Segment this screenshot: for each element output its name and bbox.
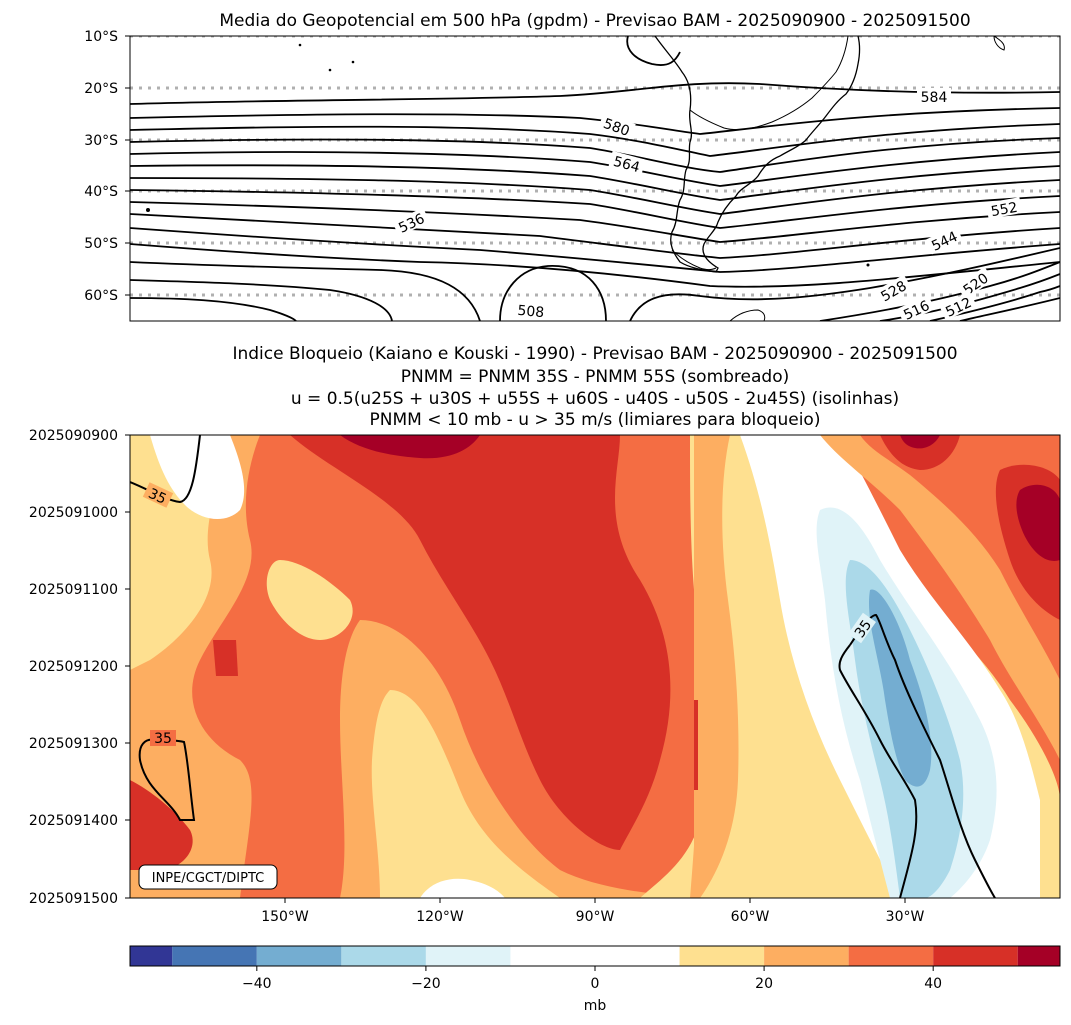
colorbar-tick-label: 0 [591, 976, 600, 992]
heatmap-region-20-30 [690, 435, 739, 898]
heatmap-plot-area: 35 35 35 INPE/CGCT/DIPTC [130, 435, 1060, 898]
heatmap-region-40-50 [213, 640, 238, 676]
heatmap-region-40-50 [290, 435, 671, 850]
colorbar-segment [172, 946, 257, 966]
tierra-del-fuego-coast [671, 249, 717, 270]
colorbar-tick-label: 40 [924, 976, 942, 992]
island-dot [351, 60, 355, 64]
bottom-y-tick-label: 2025091100 [29, 582, 118, 598]
heatmap-region-50-55 [900, 435, 940, 449]
bottom-y-axis: 2025090900 2025091000 2025091100 2025091… [29, 428, 130, 907]
u-contour-label: 35 [146, 486, 169, 508]
bottom-title-line-4: PNMM < 10 mb - u > 35 m/s (limiares para… [370, 410, 821, 430]
bottom-title-line-2: PNMM = PNMM 35S - PNMM 55S (sombreado) [401, 367, 790, 387]
colorbar-segments [130, 946, 1060, 966]
colorbar-segment [764, 946, 849, 966]
island-dot [328, 68, 332, 72]
bottom-y-tick-label: 2025091300 [29, 736, 118, 752]
colorbar-segment [679, 946, 765, 966]
colorbar-tick-label: −20 [411, 976, 441, 992]
top-y-tick-label: 40°S [84, 184, 118, 200]
bottom-y-tick-label: 2025091200 [29, 659, 118, 675]
bottom-title-line-3: u = 0.5(u25S + u30S + u55S + u60S - u40S… [291, 389, 899, 409]
top-y-tick-label: 50°S [84, 236, 118, 252]
colorbar-tick-label: 20 [755, 976, 773, 992]
u-contour-labels: 35 35 35 [142, 482, 877, 747]
colorbar-segment [341, 946, 426, 966]
x-tick-label: 30°W [886, 909, 925, 925]
x-tick-label: 120°W [416, 909, 464, 925]
geopotential-contour-labels: 584 580 564 536 552 544 528 520 516 512 [392, 88, 1023, 321]
bottom-y-tick-label: 2025091400 [29, 813, 118, 829]
u-contour-label: 35 [154, 731, 172, 747]
andes-artifact-band [694, 700, 698, 790]
contour-label: 584 [921, 90, 948, 106]
x-tick-label: 90°W [576, 909, 615, 925]
contour-label: 564 [612, 154, 642, 176]
island-dot [298, 43, 302, 47]
x-tick-label: 150°W [261, 909, 309, 925]
colorbar-label: mb [584, 998, 607, 1014]
island-dot [866, 263, 870, 267]
blocking-index-panel: Indice Bloqueio (Kaiano e Kouski - 1990)… [29, 344, 1061, 925]
x-tick-label: 60°W [731, 909, 770, 925]
top-plot-area: 584 580 564 536 552 544 528 520 516 512 [130, 36, 1060, 321]
colorbar-tick-label: −40 [242, 976, 272, 992]
top-y-tick-label: 20°S [84, 81, 118, 97]
top-y-axis: 10°S 20°S 30°S 40°S 50°S 60°S [84, 29, 130, 304]
top-y-tick-label: 10°S [84, 29, 118, 45]
geopotential-panel: Media do Geopotencial em 500 hPa (gpdm) … [84, 11, 1061, 322]
credit-box [138, 864, 278, 890]
heatmap-region-10-20 [266, 560, 353, 640]
island-dot [146, 208, 150, 212]
colorbar-ticks: −40 −20 0 20 40 [242, 966, 942, 992]
south-america-inner-coast [689, 36, 849, 131]
heatmap-region-40-50 [130, 780, 193, 870]
heatmap-region-0-10 [420, 878, 505, 898]
heatmap-region-0-10 [150, 435, 245, 520]
top-y-tick-label: 30°S [84, 133, 118, 149]
colorbar-segment [1017, 946, 1060, 966]
colorbar: −40 −20 0 20 40 mb [129, 945, 1061, 1014]
colorbar-segment [256, 946, 342, 966]
top-axes-frame [129, 35, 1061, 322]
colorbar-segment [130, 946, 173, 966]
antarctic-peninsula-coast [729, 309, 766, 321]
bottom-x-axis: 150°W 120°W 90°W 60°W 30°W [261, 898, 924, 925]
colorbar-segment [510, 946, 680, 966]
colorbar-segment [933, 946, 1018, 966]
heatmap-region-40-50 [880, 435, 960, 470]
bottom-y-tick-label: 2025091500 [29, 891, 118, 907]
andes-artifact-band [694, 435, 700, 898]
geopotential-contours [130, 36, 1060, 321]
colorbar-segment [425, 946, 511, 966]
heatmap-region-50-55 [1016, 484, 1060, 561]
colorbar-segment [848, 946, 934, 966]
greenland-land-fragment [993, 36, 1005, 51]
contour-label: 552 [990, 200, 1019, 220]
top-title: Media do Geopotencial em 500 hPa (gpdm) … [219, 11, 970, 31]
bottom-y-tick-label: 2025090900 [29, 428, 118, 444]
top-y-tick-label: 60°S [84, 288, 118, 304]
heatmap-region-50-55 [340, 435, 480, 459]
heatmap-region-neg30-neg20 [868, 589, 932, 787]
bottom-title-line-1: Indice Bloqueio (Kaiano e Kouski - 1990)… [232, 344, 957, 364]
south-america-coastline [654, 36, 861, 273]
credit-text: INPE/CGCT/DIPTC [152, 871, 264, 886]
heatmap-region-10-20 [371, 690, 560, 898]
contour-label: 508 [517, 303, 545, 321]
bottom-y-tick-label: 2025091000 [29, 505, 118, 521]
